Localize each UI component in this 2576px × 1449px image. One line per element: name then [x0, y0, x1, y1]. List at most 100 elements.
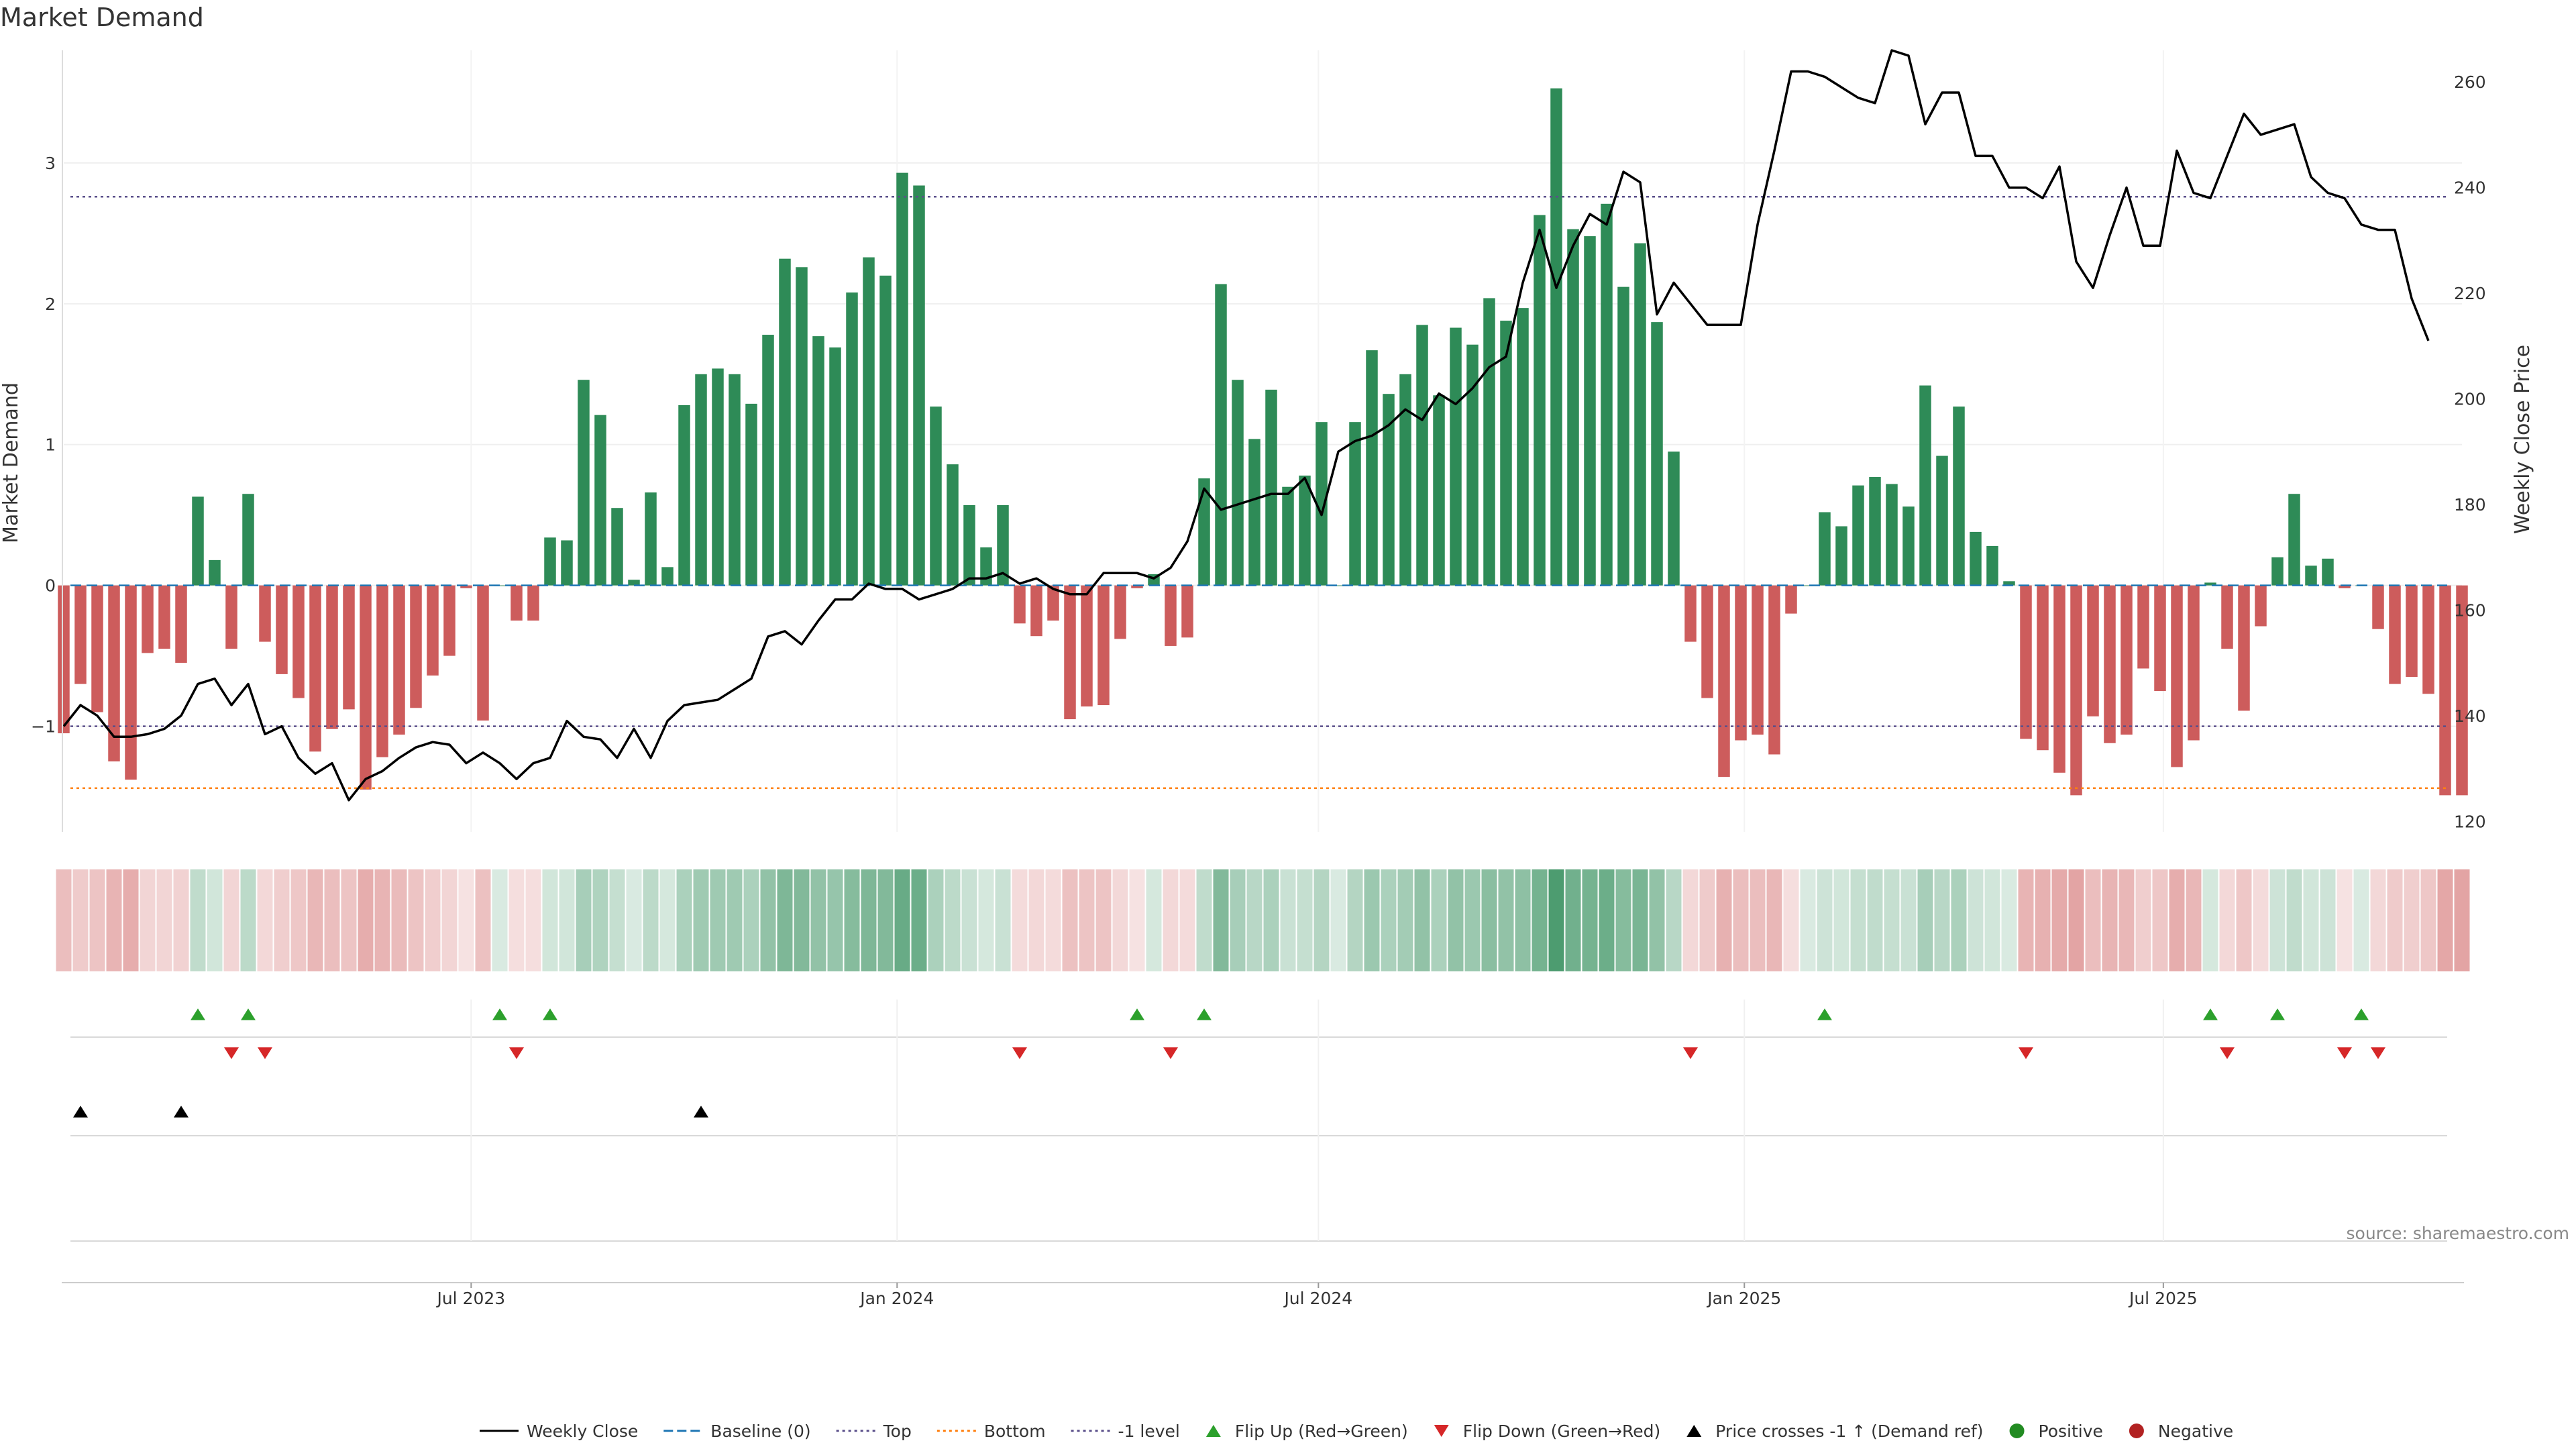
heat-cell: [1666, 869, 1682, 971]
flip-up-marker: [241, 1008, 256, 1020]
heat-cell: [1850, 869, 1866, 971]
legend-label: Flip Up (Red→Green): [1235, 1421, 1408, 1441]
heat-cell: [609, 869, 625, 971]
demand-bar: [879, 275, 892, 586]
y2-tick-label: 180: [2454, 495, 2486, 515]
heat-cell: [727, 869, 743, 971]
demand-bar: [762, 335, 774, 586]
heat-cell: [1448, 869, 1464, 971]
heat-cell: [676, 869, 692, 971]
heat-cell: [1565, 869, 1581, 971]
demand-bar: [74, 585, 87, 684]
heat-cell: [1012, 869, 1028, 971]
demand-bar: [1668, 451, 1680, 586]
heat-cell: [1146, 869, 1162, 971]
heat-cell: [2068, 869, 2084, 971]
heat-cell: [945, 869, 961, 971]
legend-label: Weekly Close: [527, 1421, 638, 1441]
heat-cell: [2404, 869, 2420, 971]
heat-cell: [1112, 869, 1128, 971]
y-tick-label: 2: [45, 294, 56, 314]
heat-cell: [626, 869, 642, 971]
heat-cell: [1431, 869, 1447, 971]
demand-bar: [2439, 585, 2451, 796]
demand-bar: [1399, 374, 1411, 586]
y2-tick-label: 140: [2454, 706, 2486, 726]
demand-bar: [1517, 308, 1529, 586]
heat-cell: [1900, 869, 1917, 971]
demand-bar: [2137, 585, 2149, 669]
legend-label: Baseline (0): [710, 1421, 810, 1441]
demand-bar: [225, 585, 237, 649]
demand-bar: [1165, 585, 1177, 646]
legend-item: Price crosses -1 ↑ (Demand ref): [1686, 1421, 1984, 1441]
heat-cell: [1414, 869, 1430, 971]
demand-bar: [678, 405, 690, 586]
heat-cell: [1515, 869, 1531, 971]
legend-swatch: [1434, 1425, 1449, 1437]
heat-cell: [961, 869, 977, 971]
demand-bar: [1886, 484, 1898, 586]
legend-item: Weekly Close: [480, 1421, 638, 1441]
demand-bar: [561, 540, 573, 586]
demand-bar: [695, 374, 707, 586]
demand-bar: [2121, 585, 2133, 735]
heat-cell: [2269, 869, 2286, 971]
demand-bar: [2238, 585, 2250, 711]
demand-bar: [443, 585, 455, 656]
demand-bar: [1299, 475, 1311, 586]
demand-bar: [796, 267, 808, 586]
heat-cell: [1498, 869, 1514, 971]
flip-up-marker: [1817, 1008, 1832, 1020]
heat-cell: [2085, 869, 2101, 971]
heat-cell: [207, 869, 223, 971]
heat-cell: [190, 869, 206, 971]
demand-bar: [2204, 582, 2216, 586]
heat-cell: [2135, 869, 2151, 971]
demand-bar: [645, 492, 657, 586]
demand-bar: [1014, 585, 1026, 624]
heat-cell: [542, 869, 558, 971]
demand-bar: [1534, 215, 1546, 586]
heat-cell: [1381, 869, 1397, 971]
heat-cell: [1163, 869, 1179, 971]
demand-bar: [1752, 585, 1764, 735]
axes-layer: −1 0 1 2 3 120 140 160 180 200 220 240 260: [31, 50, 2486, 832]
heat-cell: [1582, 869, 1598, 971]
legend-item: Top: [836, 1421, 912, 1441]
demand-bar: [729, 374, 741, 586]
demand-bar: [1986, 545, 1998, 586]
heat-cell: [492, 869, 508, 971]
demand-bar: [2271, 557, 2284, 586]
heat-cell: [659, 869, 676, 971]
flip-down-marker: [2019, 1047, 2033, 1059]
heat-cell: [72, 869, 89, 971]
demand-bar: [812, 336, 824, 586]
demand-bar: [108, 585, 120, 762]
demand-bar: [1601, 203, 1613, 586]
demand-bar: [712, 368, 724, 586]
heat-cell: [2102, 869, 2118, 971]
heat-cell: [1733, 869, 1749, 971]
heat-cell: [810, 869, 826, 971]
demand-bar: [259, 585, 271, 642]
demand-bar: [2305, 566, 2317, 586]
demand-bar: [142, 585, 154, 653]
heat-cell: [2370, 869, 2386, 971]
heat-cell: [89, 869, 105, 971]
heat-cell: [1280, 869, 1296, 971]
demand-bar: [1131, 585, 1143, 588]
flip-up-marker: [492, 1008, 507, 1020]
x-tick-label: Jan 2024: [859, 1289, 934, 1308]
y2-tick-label: 160: [2454, 600, 2486, 620]
heat-cell: [2186, 869, 2202, 971]
price-cross-marker: [174, 1106, 189, 1118]
heat-cell: [894, 869, 910, 971]
demand-bar: [376, 585, 388, 757]
event-markers-layer: [70, 1000, 2447, 1242]
demand-bar: [2037, 585, 2049, 751]
heat-cell: [559, 869, 575, 971]
flip-down-marker: [224, 1047, 239, 1059]
grid-layer: [64, 50, 2462, 832]
heat-cell: [1263, 869, 1279, 971]
